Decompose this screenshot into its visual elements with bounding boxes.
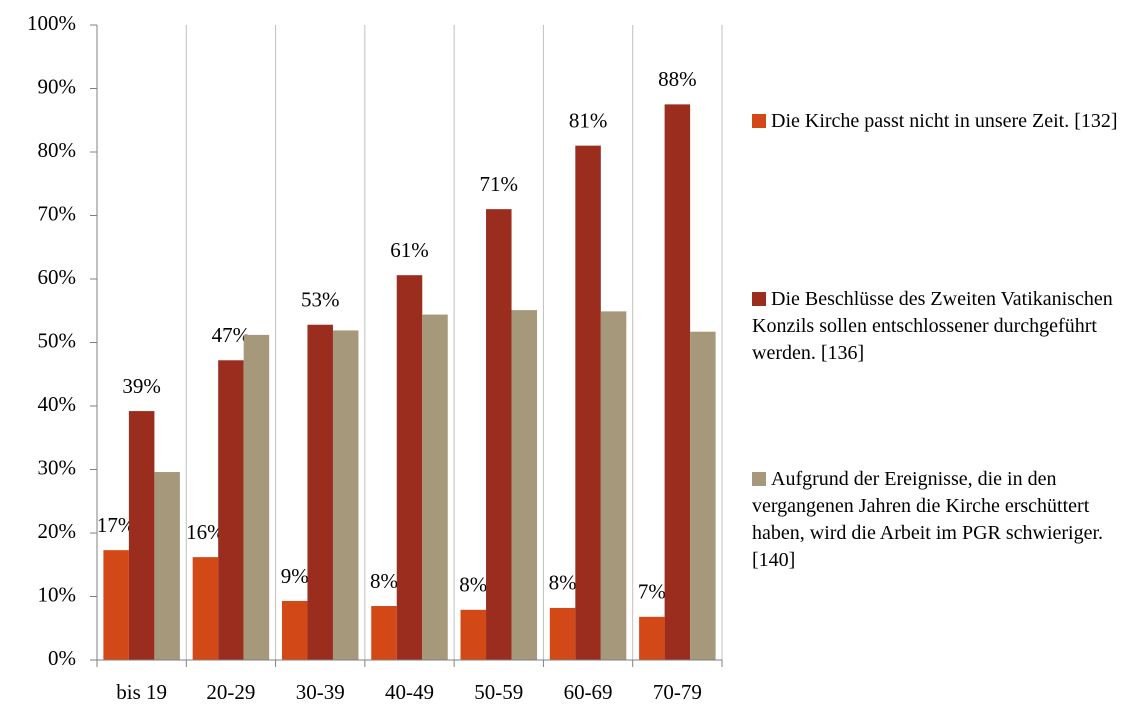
- bar: [549, 607, 576, 660]
- legend-entry: Die Beschlüsse des Zweiten Vatikanischen…: [752, 286, 1122, 367]
- y-tick-label: 80%: [38, 138, 77, 162]
- data-label: 61%: [390, 238, 429, 262]
- data-label: 9%: [281, 564, 309, 588]
- bar: [218, 360, 244, 660]
- bar: [103, 550, 129, 660]
- y-tick-label: 40%: [38, 392, 77, 416]
- data-label: 81%: [569, 108, 608, 132]
- data-label: 8%: [459, 573, 487, 597]
- y-tick-label: 50%: [38, 328, 77, 352]
- data-label: 53%: [301, 288, 340, 312]
- data-label: 71%: [480, 172, 519, 196]
- legend-label: Aufgrund der Ereignisse, die in den verg…: [752, 468, 1104, 571]
- x-tick-label: 30-39: [296, 680, 345, 704]
- legend-label: Die Kirche passt nicht in unsere Zeit. […: [771, 110, 1118, 132]
- bar: [422, 314, 448, 660]
- data-label: 7%: [638, 580, 666, 604]
- y-tick-label: 60%: [38, 265, 77, 289]
- legend-entry: Aufgrund der Ereignisse, die in den verg…: [752, 466, 1122, 574]
- y-tick-label: 20%: [38, 519, 77, 543]
- x-tick-label: 60-69: [564, 680, 613, 704]
- legend-swatch: [752, 292, 766, 306]
- data-label: 8%: [370, 569, 398, 593]
- bar: [307, 324, 333, 660]
- bar: [154, 472, 180, 660]
- y-tick-label: 10%: [38, 582, 77, 606]
- y-tick-label: 0%: [48, 646, 76, 670]
- y-tick-label: 90%: [38, 74, 77, 98]
- bar: [690, 331, 716, 660]
- y-tick-label: 100%: [27, 11, 76, 35]
- bar: [281, 600, 308, 660]
- bar: [575, 145, 601, 660]
- bar: [600, 311, 627, 660]
- y-tick-label: 70%: [38, 201, 77, 225]
- legend-swatch: [752, 472, 766, 486]
- bar: [639, 616, 665, 660]
- data-label: 88%: [658, 67, 697, 91]
- x-tick-label: bis 19: [116, 680, 167, 704]
- x-tick-label: 20-29: [206, 680, 255, 704]
- bar: [128, 411, 155, 660]
- data-label: 8%: [549, 571, 577, 595]
- legend-entry: Die Kirche passt nicht in unsere Zeit. […: [752, 108, 1122, 135]
- bar: [332, 330, 359, 660]
- bar: [664, 104, 691, 660]
- bar: [486, 209, 512, 660]
- bar: [243, 334, 270, 660]
- x-tick-label: 40-49: [385, 680, 434, 704]
- bar: [371, 606, 397, 660]
- bar: [192, 557, 219, 660]
- legend-label: Die Beschlüsse des Zweiten Vatikanischen…: [752, 288, 1113, 364]
- x-tick-label: 70-79: [653, 680, 702, 704]
- legend-swatch: [752, 114, 766, 128]
- bar: [460, 609, 487, 660]
- y-tick-label: 30%: [38, 455, 77, 479]
- bar: [396, 275, 423, 660]
- data-label: 39%: [122, 374, 161, 398]
- x-tick-label: 50-59: [474, 680, 523, 704]
- bar: [511, 310, 538, 660]
